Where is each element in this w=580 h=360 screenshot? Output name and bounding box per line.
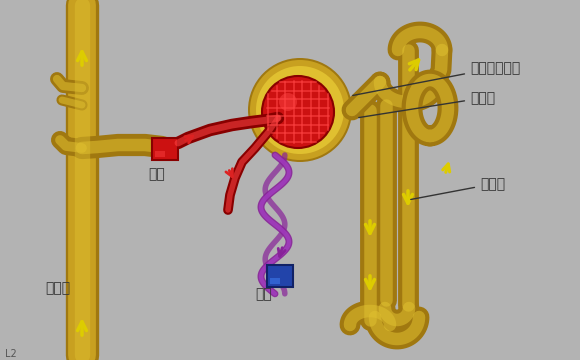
Text: 糸球体: 糸球体 [359, 91, 495, 118]
Text: 賢盃へ: 賢盃へ [45, 281, 70, 295]
Text: 尿細管: 尿細管 [411, 177, 505, 199]
FancyBboxPatch shape [155, 151, 165, 157]
Text: ボーマンのう: ボーマンのう [353, 61, 520, 95]
Circle shape [248, 58, 352, 162]
FancyBboxPatch shape [152, 138, 178, 160]
Text: 動脈: 動脈 [148, 167, 165, 181]
FancyBboxPatch shape [270, 278, 280, 284]
Circle shape [279, 93, 297, 111]
Text: 非脈: 非脈 [255, 287, 272, 301]
Circle shape [268, 78, 300, 110]
Circle shape [250, 60, 350, 160]
Text: L2: L2 [5, 349, 17, 359]
FancyBboxPatch shape [267, 265, 293, 287]
Circle shape [256, 66, 344, 154]
Circle shape [262, 76, 334, 148]
